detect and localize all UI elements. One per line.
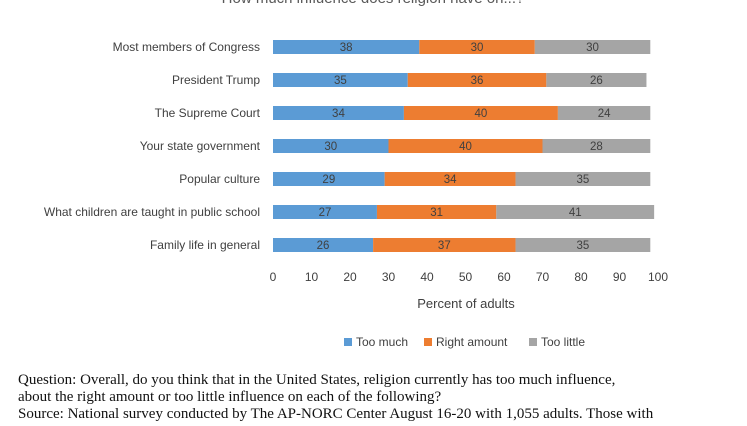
data-label: 38 <box>340 42 353 54</box>
legend-label: Too little <box>541 335 585 349</box>
category-label: Popular culture <box>179 172 260 186</box>
data-label: 29 <box>322 174 335 186</box>
data-label: 24 <box>598 108 611 120</box>
data-label: 34 <box>444 174 457 186</box>
data-label: 26 <box>590 75 603 87</box>
bar-segment <box>546 73 647 87</box>
data-label: 30 <box>324 141 337 153</box>
notes-block: Question: Overall, do you think that in … <box>18 372 743 423</box>
x-tick-label: 10 <box>305 270 319 284</box>
x-tick-label: 30 <box>382 270 396 284</box>
bar-segment <box>542 139 651 153</box>
data-label: 40 <box>475 108 488 120</box>
legend-swatch <box>424 338 432 346</box>
x-tick-label: 100 <box>648 270 668 284</box>
category-label: Your state government <box>140 139 261 153</box>
bar-segment <box>273 73 408 87</box>
source-text-line-1: Source: National survey conducted by The… <box>18 406 654 422</box>
bar-segment <box>273 106 404 120</box>
bar-segment <box>419 40 535 54</box>
x-tick-label: 50 <box>459 270 473 284</box>
x-tick-label: 0 <box>270 270 277 284</box>
data-label: 37 <box>438 240 451 252</box>
question-text-line-1: Question: Overall, do you think that in … <box>18 372 616 388</box>
bar-segment <box>407 73 547 87</box>
data-label: 35 <box>334 75 347 87</box>
data-label: 31 <box>430 207 443 219</box>
question-text-line-2: about the right amount or too little inf… <box>18 389 442 405</box>
bar-segment <box>273 40 420 54</box>
data-label: 34 <box>332 108 345 120</box>
bar-segment <box>403 106 558 120</box>
x-tick-label: 60 <box>497 270 511 284</box>
x-tick-label: 20 <box>343 270 357 284</box>
category-label: Family life in general <box>150 238 260 252</box>
legend-label: Too much <box>356 335 408 349</box>
legend-swatch <box>529 338 537 346</box>
data-label: 26 <box>317 240 330 252</box>
bar-segment <box>373 238 516 252</box>
bar-segment <box>557 106 651 120</box>
x-tick-label: 70 <box>536 270 550 284</box>
bar-segment <box>496 205 655 219</box>
bar-segment <box>515 172 651 186</box>
category-label: The Supreme Court <box>155 106 261 120</box>
category-label: Most members of Congress <box>113 40 260 54</box>
bar-segment <box>273 205 377 219</box>
bar-segment <box>384 172 516 186</box>
bar-segment <box>515 238 651 252</box>
data-label: 28 <box>590 141 603 153</box>
data-label: 27 <box>319 207 332 219</box>
x-axis-title: Percent of adults <box>417 296 515 311</box>
bar-segment <box>273 238 374 252</box>
data-label: 41 <box>569 207 582 219</box>
stacked-bar-chart: How much influence does religion have on… <box>44 0 668 349</box>
data-label: 30 <box>586 42 599 54</box>
category-label: President Trump <box>172 73 260 87</box>
bar-segment <box>273 172 385 186</box>
chart-title: How much influence does religion have on… <box>222 0 525 7</box>
legend-label: Right amount <box>436 335 508 349</box>
x-tick-label: 80 <box>574 270 588 284</box>
bar-segment <box>376 205 497 219</box>
data-label: 30 <box>471 42 484 54</box>
data-label: 35 <box>577 174 590 186</box>
bar-segment <box>388 139 543 153</box>
x-tick-label: 40 <box>420 270 434 284</box>
bar-segment <box>534 40 651 54</box>
bar-segment <box>273 139 389 153</box>
data-label: 35 <box>577 240 590 252</box>
data-label: 40 <box>459 141 472 153</box>
legend-swatch <box>344 338 352 346</box>
x-tick-label: 90 <box>613 270 627 284</box>
data-label: 36 <box>471 75 484 87</box>
category-label: What children are taught in public schoo… <box>44 205 260 219</box>
